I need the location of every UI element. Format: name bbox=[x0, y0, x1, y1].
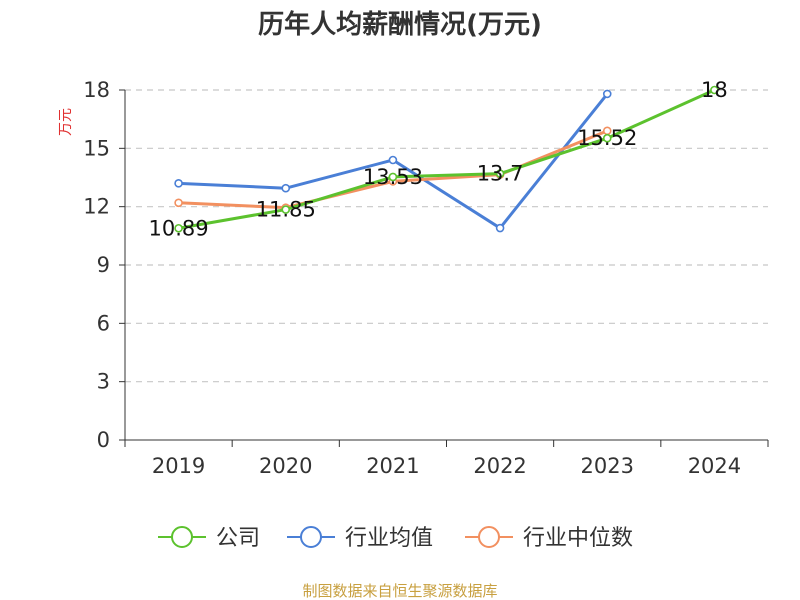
legend-marker-icon bbox=[300, 526, 322, 548]
data-point[interactable] bbox=[388, 155, 398, 165]
legend-item[interactable]: 行业中位数 bbox=[465, 526, 633, 551]
data-labels: 10.89 11.85 13.53 13.7 15.52 18 bbox=[149, 78, 728, 240]
y-tick-label: 18 bbox=[83, 78, 110, 102]
legend-label: 公司 bbox=[216, 526, 260, 551]
legend-marker-icon bbox=[171, 526, 193, 548]
y-tick-label: 12 bbox=[83, 195, 110, 219]
legend[interactable]: 公司 行业均值 行业中位数 bbox=[158, 526, 633, 551]
data-label: 13.53 bbox=[363, 165, 423, 189]
data-point[interactable] bbox=[495, 169, 505, 178]
data-label: 11.85 bbox=[256, 198, 316, 222]
y-tick-label: 6 bbox=[97, 311, 110, 335]
x-tick-label: 2024 bbox=[688, 454, 741, 478]
source-note: 制图数据来自恒生聚源数据库 bbox=[302, 582, 497, 600]
data-point[interactable] bbox=[281, 183, 291, 193]
data-label: 13.7 bbox=[477, 162, 524, 186]
x-tick-label: 2020 bbox=[259, 454, 312, 478]
grid-lines bbox=[125, 89, 768, 383]
x-tick-label: 2021 bbox=[366, 454, 419, 478]
legend-item[interactable]: 行业均值 bbox=[287, 526, 433, 551]
y-tick-label: 9 bbox=[97, 253, 110, 277]
data-point[interactable] bbox=[495, 223, 505, 233]
data-label: 15.52 bbox=[577, 126, 637, 150]
y-tick-label: 15 bbox=[83, 136, 110, 160]
y-tick-label: 0 bbox=[97, 428, 110, 452]
y-tick-label: 3 bbox=[97, 370, 110, 394]
axes: 0 3 6 9 12 15 18 2019 2020 2021 2022 2023 2024 bbox=[83, 78, 769, 478]
x-tick-label: 2023 bbox=[581, 454, 634, 478]
legend-label: 行业均值 bbox=[345, 526, 433, 551]
legend-label: 行业中位数 bbox=[523, 526, 633, 551]
legend-marker-icon bbox=[478, 526, 500, 548]
data-point[interactable] bbox=[602, 133, 612, 143]
series-line bbox=[177, 88, 716, 230]
data-point[interactable] bbox=[388, 172, 398, 182]
series-lines bbox=[174, 85, 719, 233]
data-point[interactable] bbox=[174, 223, 183, 233]
legend-item[interactable]: 公司 bbox=[158, 526, 260, 551]
data-point[interactable] bbox=[281, 205, 291, 214]
chart-title: 历年人均薪酬情况(万元) bbox=[258, 9, 542, 40]
data-label: 10.89 bbox=[149, 216, 209, 240]
data-point[interactable] bbox=[174, 179, 183, 188]
data-point[interactable] bbox=[710, 85, 719, 95]
y-axis-label: 万元 bbox=[58, 108, 74, 136]
data-point[interactable] bbox=[602, 89, 612, 99]
x-tick-label: 2022 bbox=[473, 454, 526, 478]
x-tick-label: 2019 bbox=[152, 454, 205, 478]
data-label: 18 bbox=[701, 78, 728, 102]
data-point[interactable] bbox=[174, 198, 183, 208]
